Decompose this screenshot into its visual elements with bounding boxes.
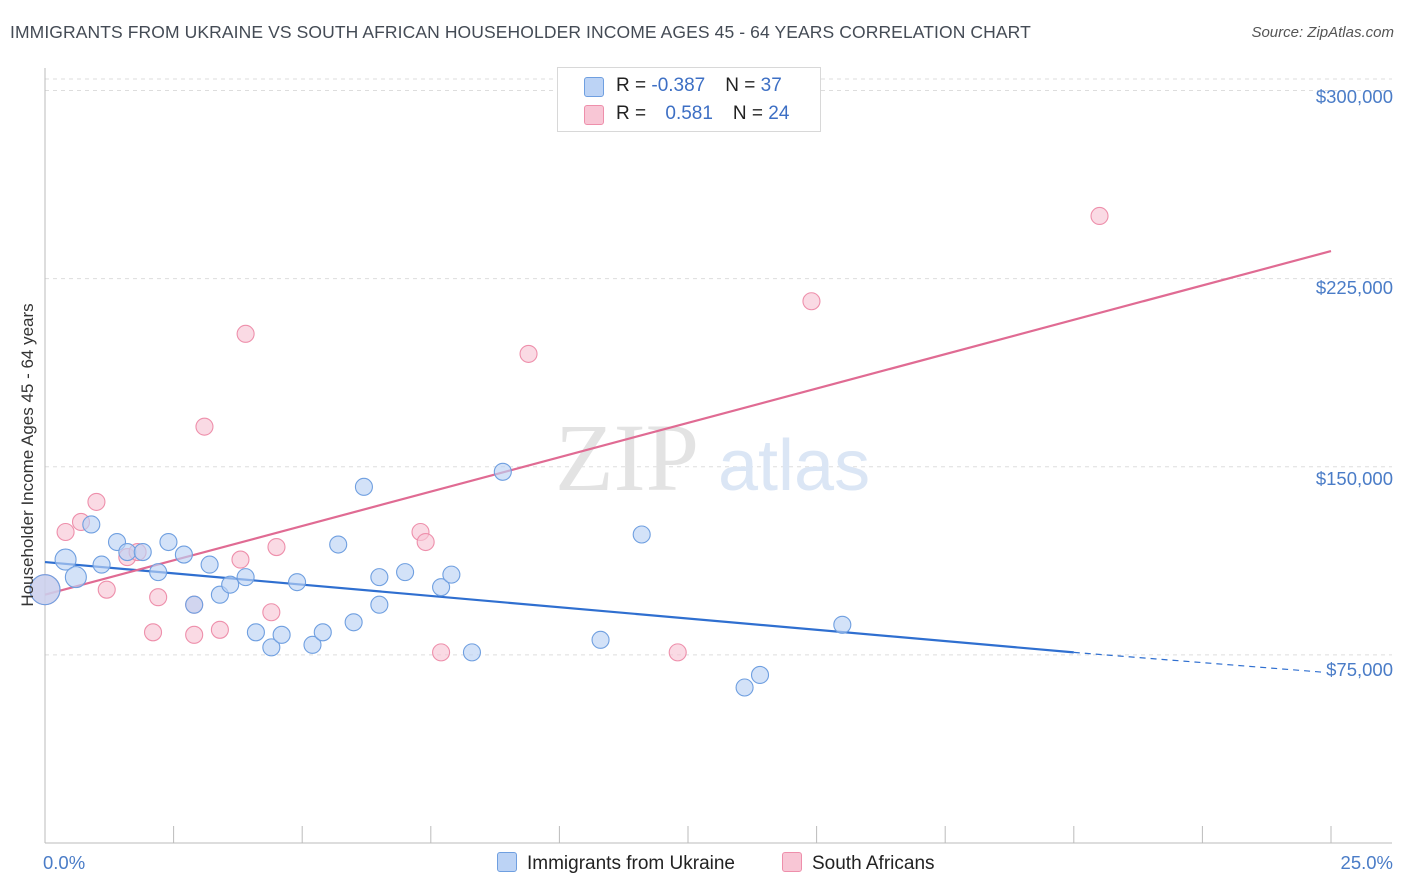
ukraine-point xyxy=(54,548,77,571)
x-tick-label: 25.0% xyxy=(1340,852,1393,873)
ukraine-point xyxy=(432,578,451,597)
ukraine-point xyxy=(303,635,322,654)
ukraine-trend-extension xyxy=(1073,651,1326,674)
south-african-point xyxy=(267,537,286,557)
ukraine-point xyxy=(344,613,363,632)
y-axis-label: Householder Income Ages 45 - 64 years xyxy=(18,303,37,607)
south-african-point xyxy=(262,603,281,622)
ukraine-point xyxy=(354,477,373,496)
south-african-point xyxy=(210,620,229,639)
ukraine-point xyxy=(632,525,651,544)
correlation-legend: R = -0.387 N = 37 R = 0.581 N = 24 xyxy=(557,67,821,132)
south-african-point xyxy=(416,532,435,552)
ukraine-point xyxy=(272,625,291,644)
data-points xyxy=(29,206,1109,697)
ukraine-point xyxy=(313,623,332,642)
south-african-point xyxy=(97,580,116,599)
south-african-point xyxy=(56,522,75,542)
ukraine-legend-swatch xyxy=(497,852,517,872)
ukraine-point xyxy=(159,532,178,552)
ukraine-point xyxy=(246,623,265,642)
ukraine-point xyxy=(64,566,87,589)
bottom-legend-south-africans: South Africans xyxy=(782,852,935,875)
south-africans-trend-line xyxy=(44,250,1332,596)
south-african-point xyxy=(236,324,255,343)
ukraine-point xyxy=(185,595,204,614)
y-tick-label: $150,000 xyxy=(1315,468,1393,489)
y-tick-label: $75,000 xyxy=(1326,659,1393,680)
ukraine-point xyxy=(236,568,255,587)
ukraine-point xyxy=(92,555,111,574)
ukraine-point xyxy=(833,615,852,634)
ukraine-point xyxy=(493,462,512,481)
ukraine-point xyxy=(370,568,389,587)
south-african-point xyxy=(231,550,250,569)
ukraine-swatch xyxy=(584,77,604,97)
ukraine-point xyxy=(370,595,389,614)
chart-title: IMMIGRANTS FROM UKRAINE VS SOUTH AFRICAN… xyxy=(10,22,1031,42)
south-african-point xyxy=(87,492,106,511)
trend-lines xyxy=(44,250,1332,674)
south-african-point xyxy=(668,643,687,662)
axes xyxy=(44,68,1392,844)
ukraine-trend-line xyxy=(44,560,1074,654)
legend-row-ukraine: R = -0.387 N = 37 xyxy=(616,75,782,96)
ukraine-point xyxy=(118,543,137,562)
south-african-point xyxy=(195,417,214,436)
y-tick-label: $225,000 xyxy=(1315,277,1393,298)
sa-legend-swatch xyxy=(782,852,802,872)
ukraine-point xyxy=(750,665,770,685)
south-african-point xyxy=(1090,206,1109,226)
ukraine-point xyxy=(262,638,281,657)
ukraine-point xyxy=(133,543,152,562)
south-african-point xyxy=(143,623,163,642)
ukraine-point xyxy=(174,545,193,564)
south-african-point xyxy=(149,588,168,607)
watermark-atlas: atlas xyxy=(718,426,870,506)
ukraine-point xyxy=(462,643,482,662)
legend-row-south-africans: R = 0.581 N = 24 xyxy=(616,103,790,124)
x-tick-label: 0.0% xyxy=(43,852,86,873)
bottom-legend-ukraine: Immigrants from Ukraine xyxy=(497,852,735,875)
ukraine-point xyxy=(200,555,219,574)
watermark-zip: ZIP xyxy=(555,404,699,511)
ukraine-point xyxy=(149,563,168,582)
sa-swatch xyxy=(584,105,604,125)
ukraine-point xyxy=(442,565,461,584)
ukraine-point xyxy=(221,575,240,594)
ukraine-point xyxy=(329,535,348,554)
ukraine-point xyxy=(29,574,61,606)
ukraine-point xyxy=(396,563,415,582)
south-african-point xyxy=(519,344,538,363)
ukraine-point xyxy=(735,678,754,697)
south-african-point xyxy=(802,292,821,311)
ukraine-point xyxy=(82,515,101,534)
ukraine-point xyxy=(591,630,610,649)
source-credit: Source: ZipAtlas.com xyxy=(1251,24,1394,41)
south-african-point xyxy=(185,625,204,644)
ukraine-point xyxy=(288,573,307,592)
south-african-point xyxy=(432,643,451,662)
y-tick-label: $300,000 xyxy=(1315,86,1393,107)
